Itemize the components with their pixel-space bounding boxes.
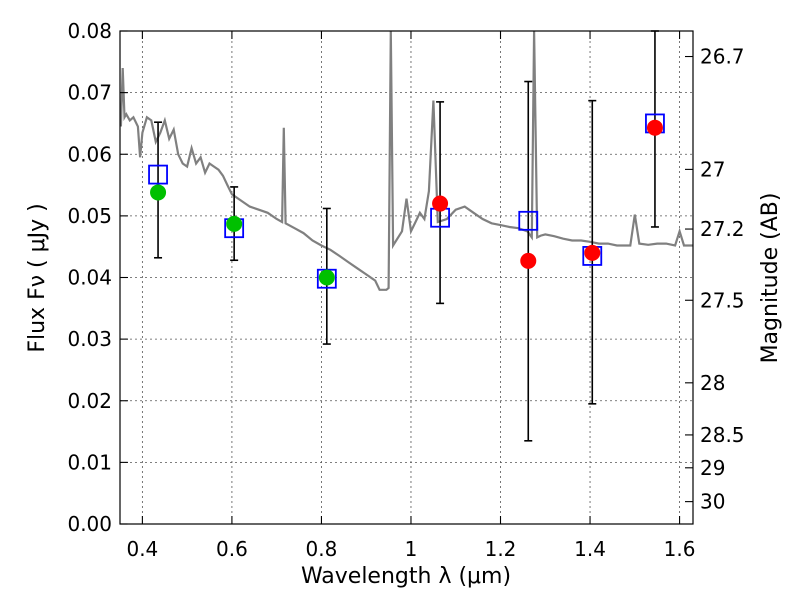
observed-photometry-point	[150, 184, 167, 201]
observed-photometry-markers	[150, 119, 663, 286]
model-photometry-square	[148, 164, 168, 185]
mag-tick-label: 27.2	[700, 217, 745, 241]
y-tick-label: 0.07	[67, 81, 112, 105]
mag-tick-label: 26.7	[700, 45, 745, 69]
observed-photometry-point	[646, 119, 663, 136]
y-tick-label: 0.03	[67, 327, 112, 351]
y-tick-label: 0.06	[67, 142, 112, 166]
x-tick-label: 0.6	[216, 537, 248, 561]
observed-photometry-point	[318, 269, 335, 286]
y-axis-label-right: Magnitude (AB)	[758, 193, 783, 364]
y-tick-label: 0.04	[67, 266, 112, 290]
observed-photometry-point	[226, 215, 243, 232]
axis-ticks	[120, 30, 693, 525]
observed-photometry-point	[520, 252, 537, 269]
mag-tick-label: 27.5	[700, 288, 745, 312]
model-photometry-square	[518, 210, 539, 231]
mag-tick-label: 27	[700, 157, 725, 181]
mag-tick-label: 28.5	[700, 423, 745, 447]
mag-tick-label: 30	[700, 490, 725, 514]
mag-tick-label: 28	[700, 371, 725, 395]
x-tick-label: 1	[405, 537, 418, 561]
x-tick-label: 1.4	[574, 537, 606, 561]
y-axis-label-left: Flux Fν ( μJy )	[25, 203, 50, 352]
tick-labels: 0.4 0.6 0.8 1 1.2 1.4 1.6 0.00 0.01 0.02 0.03 0.04 0…	[67, 19, 744, 561]
observed-photometry-point	[432, 195, 449, 212]
y-tick-label: 0.02	[67, 389, 112, 413]
model-spectrum	[120, 31, 693, 291]
x-axis-label: Wavelength λ (μm)	[301, 564, 511, 589]
grid-lines	[120, 31, 693, 524]
x-tick-label: 0.8	[306, 537, 338, 561]
spectrum-line	[120, 31, 693, 291]
x-tick-label: 1.6	[664, 537, 696, 561]
x-tick-label: 1.2	[485, 537, 517, 561]
mag-tick-label: 29	[700, 456, 725, 480]
y-tick-label: 0.08	[67, 19, 112, 43]
y-tick-label: 0.00	[67, 512, 112, 536]
x-tick-label: 0.4	[126, 537, 158, 561]
observed-photometry-point	[584, 244, 601, 261]
y-tick-label: 0.05	[67, 204, 112, 228]
y-tick-label: 0.01	[67, 450, 112, 474]
